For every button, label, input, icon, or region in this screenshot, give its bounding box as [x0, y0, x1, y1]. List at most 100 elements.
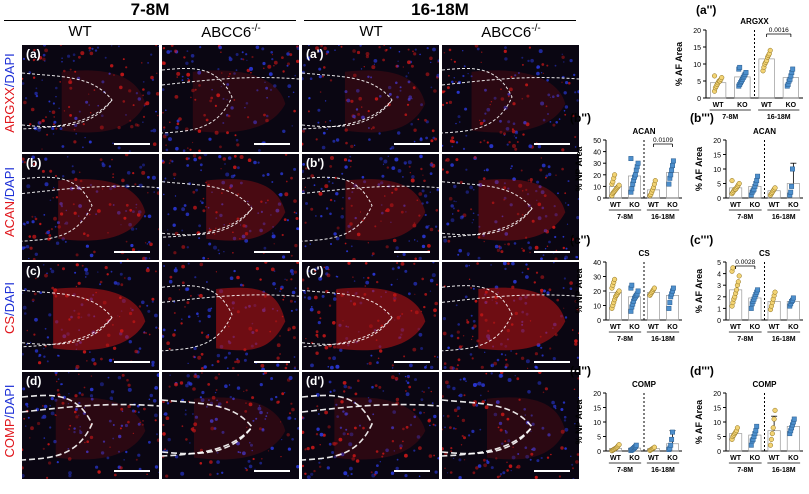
data-point	[772, 289, 778, 295]
y-axis-label: % NP Area	[574, 267, 584, 313]
y-tick-label: 10	[593, 420, 601, 427]
y-tick-label: 5	[717, 260, 721, 267]
x-tick-label: KO	[629, 324, 640, 331]
x-tick-label: WT	[713, 102, 725, 109]
group-label: 7-8M	[737, 214, 753, 221]
micrograph-panel: (d')	[302, 372, 439, 479]
x-tick-label: KO	[788, 455, 799, 462]
y-axis-label: % NP Area	[574, 398, 584, 444]
data-point	[666, 181, 672, 187]
data-point	[616, 442, 622, 448]
x-tick-label: WT	[610, 202, 622, 209]
y-tick-label: 10	[713, 167, 721, 174]
micrograph-image	[302, 373, 439, 479]
x-tick-label: KO	[667, 455, 678, 462]
group-label: 7-8M	[617, 214, 633, 221]
micrograph-panel	[162, 45, 299, 152]
scale-bar	[254, 251, 290, 253]
micrograph-panel: (d)	[22, 372, 159, 479]
group-label: 16-18M	[651, 336, 675, 343]
y-tick-label: 40	[593, 260, 601, 267]
header-7-8m: 7-8M	[130, 0, 170, 19]
group-label: 16-18M	[651, 214, 675, 221]
scale-bar	[394, 251, 430, 253]
chart-b3: (b''') ACAN % AF Area 0 5 10 15 20 WT KO WT KO 7-8M 1…	[688, 110, 809, 230]
chart-title: ACAN	[753, 127, 776, 136]
panel-label: (d)	[26, 374, 42, 388]
micrograph-panel	[442, 372, 579, 479]
data-point	[771, 416, 777, 422]
micrograph-image	[442, 156, 579, 260]
data-point	[755, 287, 761, 293]
data-point	[668, 172, 674, 178]
micrograph-image	[162, 372, 299, 478]
data-point	[730, 265, 736, 271]
micrograph-panel	[162, 154, 299, 260]
chart-title: ACAN	[632, 127, 655, 136]
y-tick-label: 40	[593, 150, 601, 157]
data-point	[668, 442, 674, 448]
panel-label: (a)	[26, 47, 41, 61]
data-point	[651, 285, 657, 291]
scale-bar	[114, 470, 150, 472]
y-tick-label: 5	[717, 435, 721, 442]
data-point	[754, 423, 760, 429]
x-tick-label: KO	[750, 455, 761, 462]
data-point	[754, 178, 760, 184]
group-label: 7-8M	[617, 467, 633, 474]
row-label-comp: COMP/DAPI	[2, 384, 17, 458]
data-point	[670, 285, 676, 291]
y-tick-label: 20	[713, 391, 721, 398]
data-point	[748, 442, 754, 448]
data-point	[736, 273, 742, 279]
x-tick-label: WT	[730, 324, 742, 331]
x-tick-label: WT	[761, 102, 773, 109]
x-tick-label: WT	[769, 455, 781, 462]
data-point	[612, 276, 618, 282]
scale-bar	[254, 470, 290, 472]
scale-bar	[254, 143, 290, 145]
y-tick-label: 20	[593, 391, 601, 398]
data-point	[651, 444, 657, 450]
column-header-ko-1: ABCC6-/-	[201, 23, 261, 41]
panel-label: (b)	[26, 156, 42, 170]
x-tick-label: WT	[769, 202, 781, 209]
chart-svg: (b'') ACAN % NP Area 0 10 20 30 40 50 WT KO WT KO 7-8…	[570, 111, 682, 221]
data-point	[769, 431, 775, 437]
chart-panel-label: (c'')	[570, 233, 590, 247]
chart-svg: (a'') ARGXX % AF Area 0 5 10 15 20 WT KO WT KO 7-8M 1…	[674, 3, 803, 121]
chart-c3: (c''') CS % AF Area 0 1 2 3 4 5 WT KO WT KO 7-8M 16-18…	[688, 232, 809, 352]
chart-title: CS	[638, 249, 650, 258]
y-tick-label: 0	[697, 96, 701, 103]
data-point	[770, 425, 776, 431]
x-tick-label: KO	[667, 324, 678, 331]
y-tick-label: 15	[713, 406, 721, 413]
y-tick-label: 4	[717, 272, 721, 279]
x-tick-label: KO	[737, 102, 748, 109]
scale-bar	[394, 143, 430, 145]
chart-d2: (d'') COMP % NP Area 0 5 10 15 20 WT KO WT KO 7-8M 16…	[568, 363, 688, 483]
data-point	[790, 66, 796, 72]
y-axis-label: % NP Area	[574, 145, 584, 191]
y-tick-label: 0	[717, 449, 721, 456]
p-value-label: 0.0109	[653, 137, 673, 144]
x-tick-label: WT	[610, 455, 622, 462]
micrograph-panel: (a')	[302, 45, 439, 152]
data-point	[616, 182, 622, 188]
data-point	[791, 416, 797, 422]
x-tick-label: KO	[629, 202, 640, 209]
y-tick-label: 0	[597, 318, 601, 325]
y-tick-label: 0	[597, 449, 601, 456]
column-header-wt-2: WT	[359, 23, 383, 40]
micrograph-panel	[442, 45, 579, 152]
group-label: 16-18M	[651, 467, 675, 474]
data-point	[743, 70, 749, 75]
y-tick-label: 15	[593, 406, 601, 413]
data-point	[729, 178, 735, 184]
scale-bar	[394, 470, 430, 472]
chart-a2: (a'') ARGXX % AF Area 0 5 10 15 20 WT KO WT KO 7-8M 1…	[668, 0, 809, 130]
p-value-label: 0.0028	[735, 259, 755, 266]
data-point	[733, 287, 740, 293]
x-tick-label: WT	[610, 324, 622, 331]
micrograph-panel: (a)	[22, 45, 159, 152]
